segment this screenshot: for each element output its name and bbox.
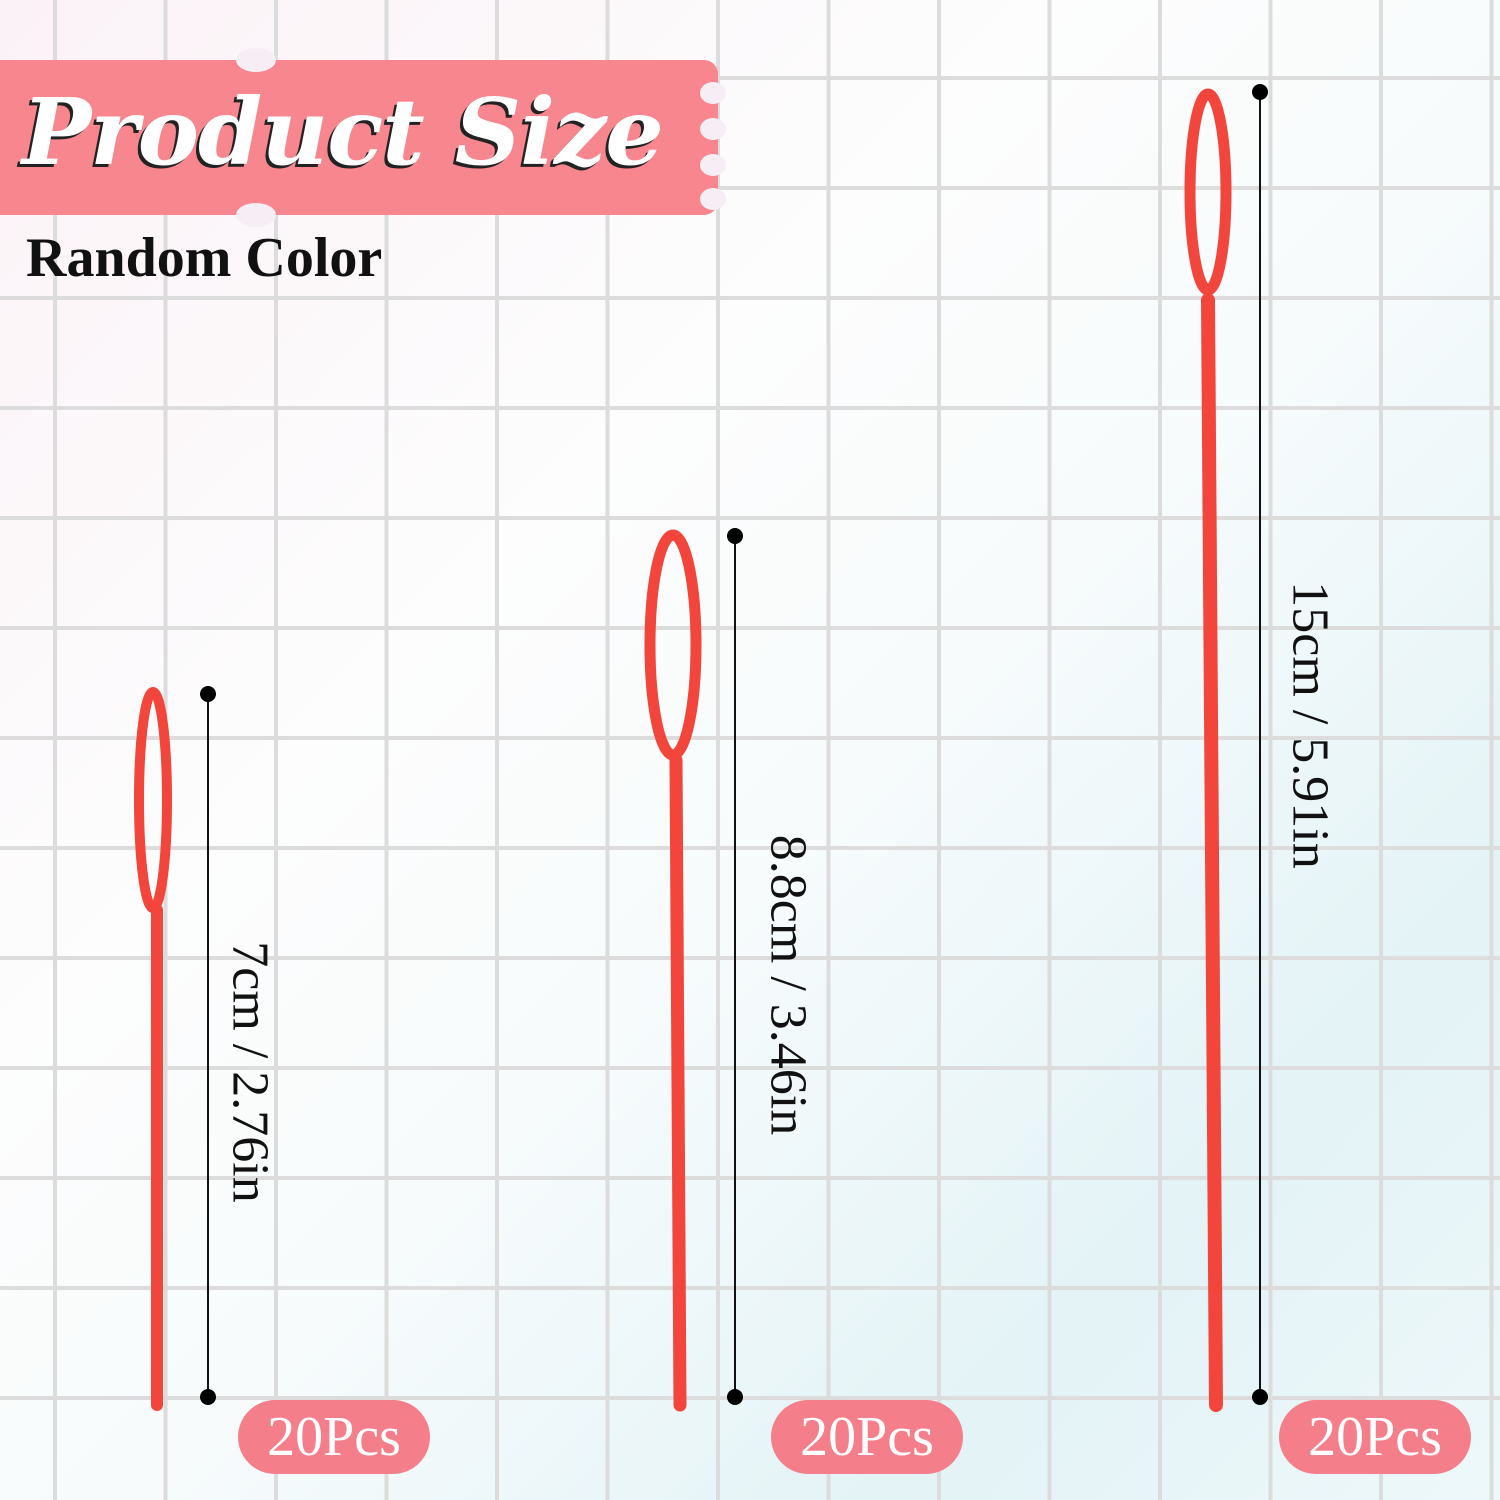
measure-line-large <box>1252 84 1268 1405</box>
subtitle: Random Color <box>26 227 383 289</box>
size-label-large: 15cm / 5.91in <box>1281 581 1339 869</box>
banner-notch <box>700 82 726 104</box>
size-label-small: 7cm / 2.76in <box>221 941 279 1203</box>
banner-notch <box>236 48 276 72</box>
measure-line-medium <box>727 528 743 1405</box>
quantity-badge-small: 20Pcs <box>238 1400 430 1474</box>
banner-notch <box>236 203 276 227</box>
needle-small <box>134 687 172 1411</box>
needle-large <box>1184 88 1232 1412</box>
size-label-medium: 8.8cm / 3.46in <box>759 834 817 1136</box>
banner-notch <box>700 188 726 210</box>
quantity-badge-medium: 20Pcs <box>771 1400 963 1474</box>
page-title: Product Size <box>22 78 664 186</box>
measure-line-small <box>200 686 216 1405</box>
needle-medium <box>644 529 702 1412</box>
title-banner <box>0 48 726 227</box>
quantity-badge-large: 20Pcs <box>1279 1400 1471 1474</box>
banner-notch <box>700 118 726 140</box>
banner-notch <box>700 154 726 176</box>
